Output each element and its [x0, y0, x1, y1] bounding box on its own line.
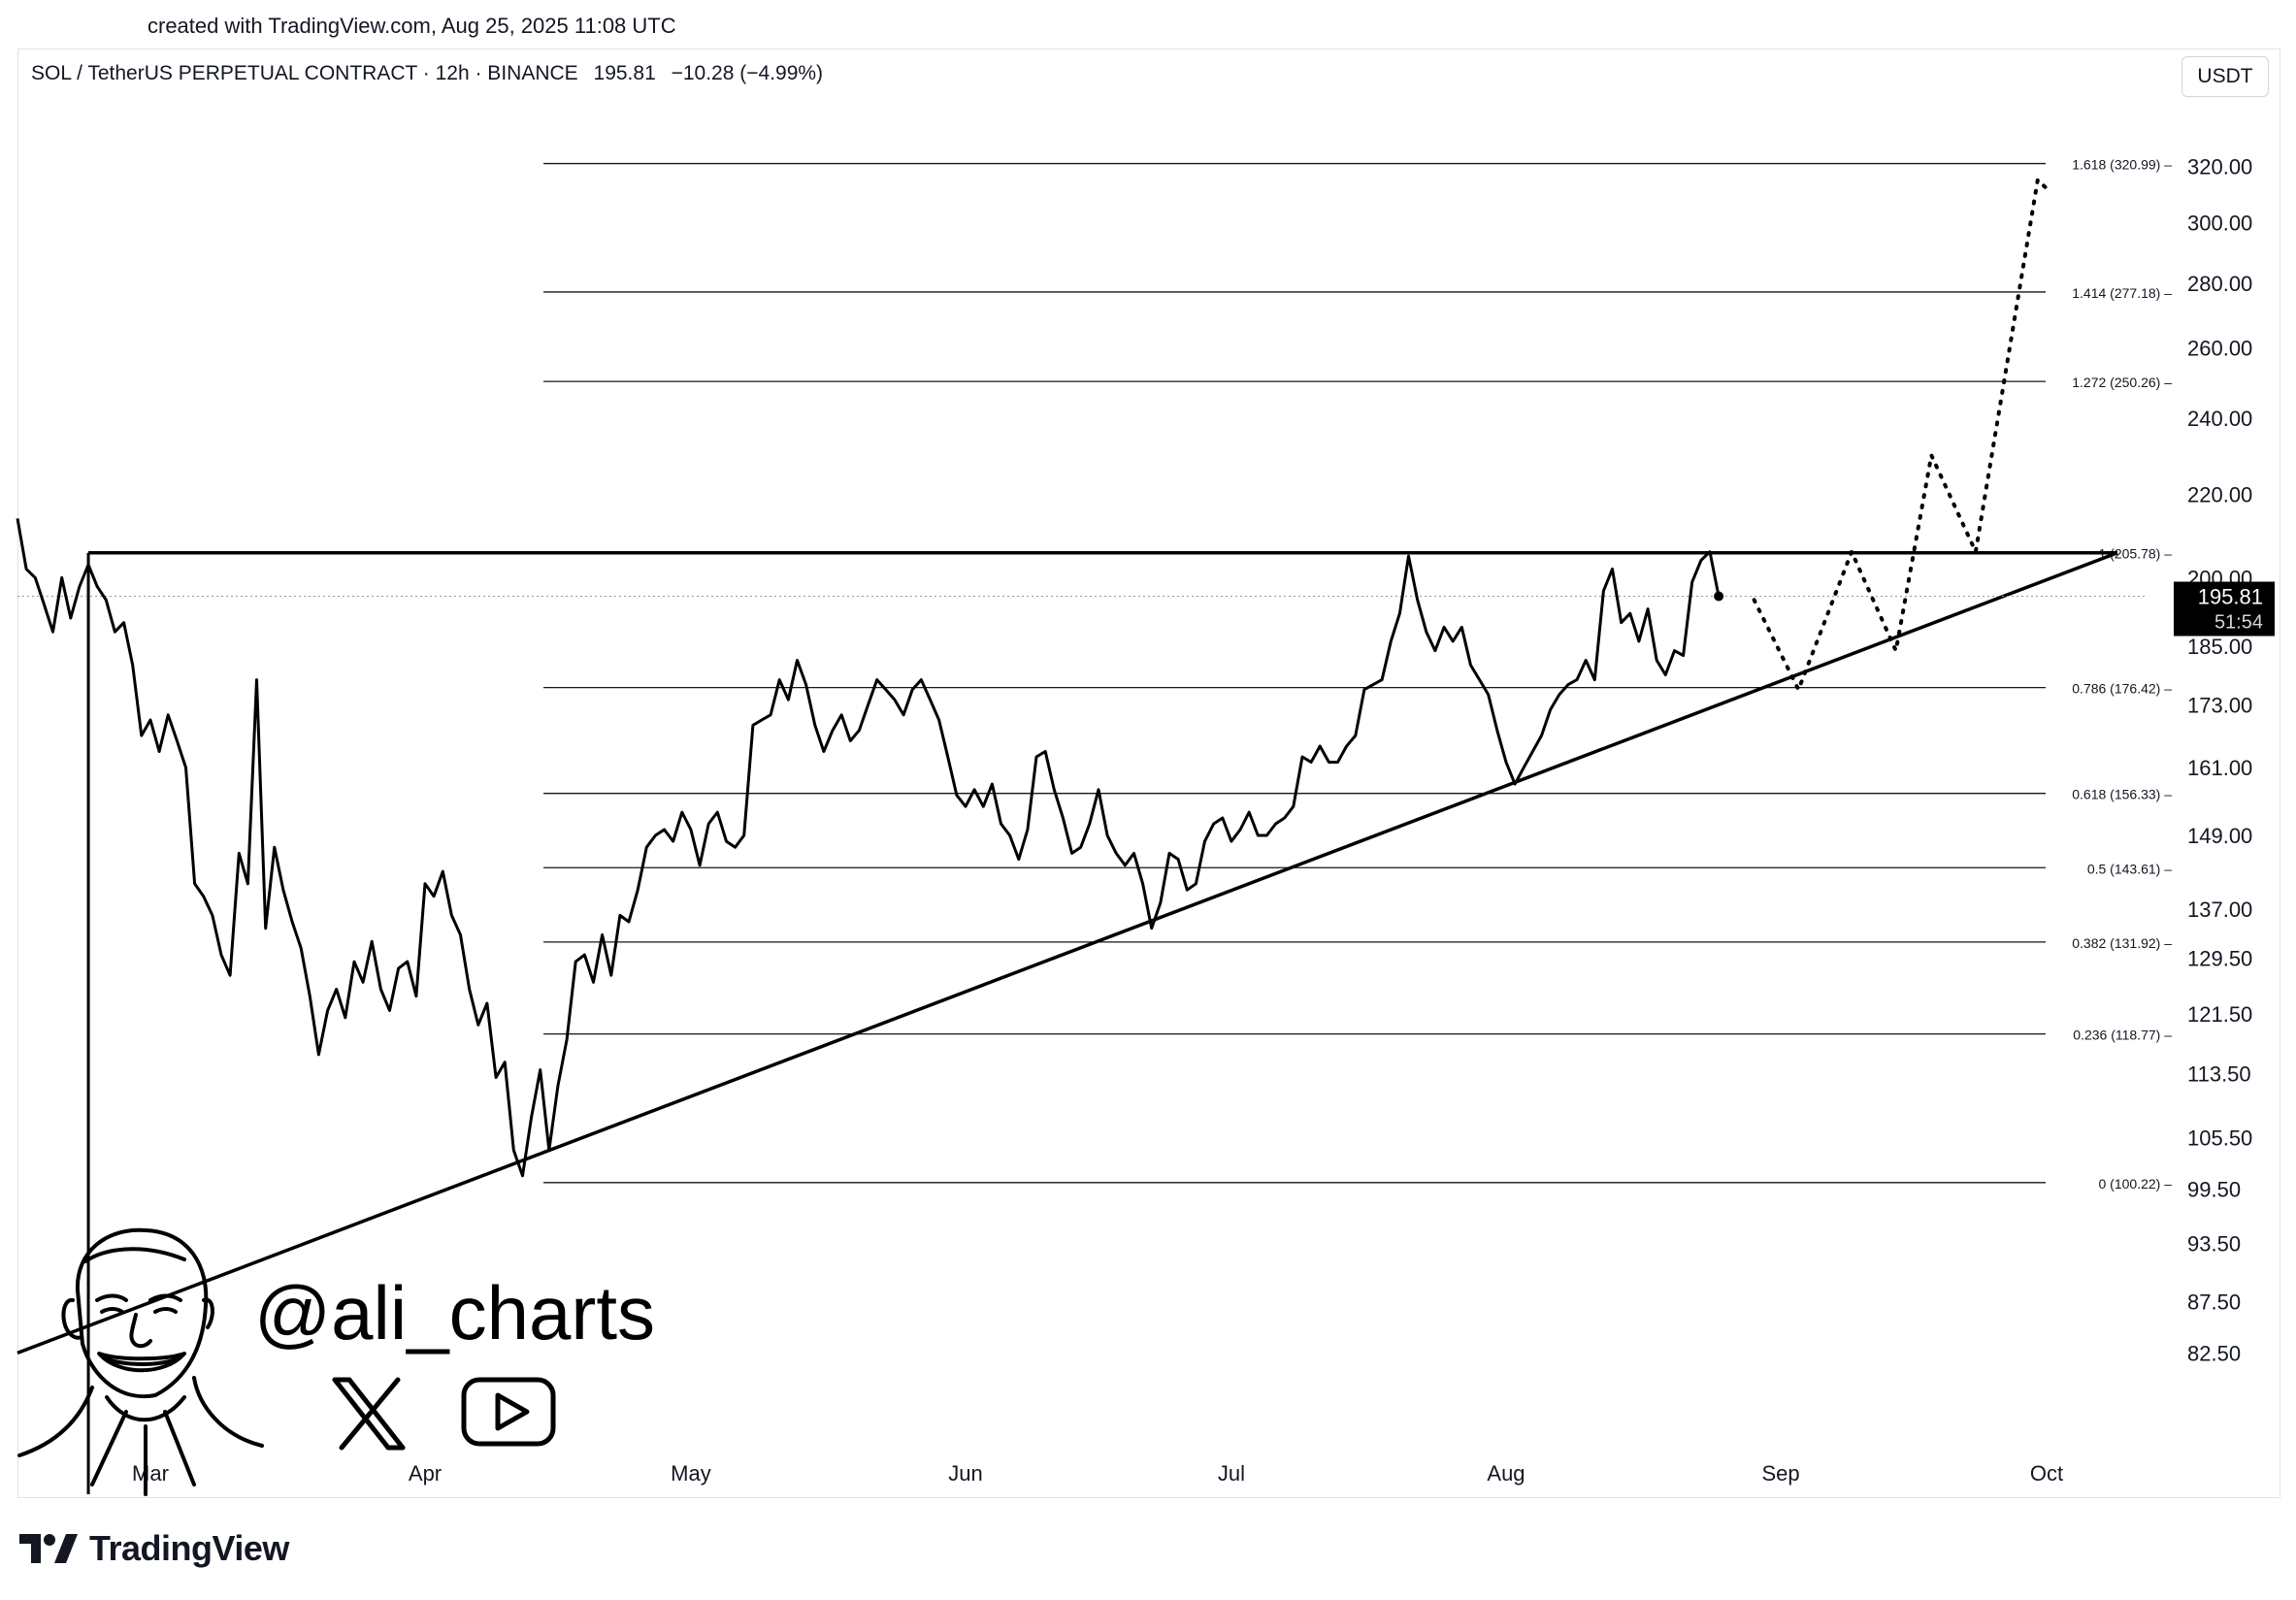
price-axis[interactable]: 320.00300.00280.00260.00240.00220.00200.…	[2187, 154, 2252, 1365]
price-tick-label: 129.50	[2187, 947, 2252, 971]
price-line	[16, 518, 1721, 1178]
last-price-dot	[1714, 591, 1724, 602]
fib-level-label: 0 (100.22) –	[2099, 1176, 2173, 1192]
time-tick-label: Mar	[132, 1461, 169, 1486]
price-tick-label: 161.00	[2187, 756, 2252, 780]
time-axis[interactable]: Mar Apr May Jun Jul Aug Sep Oct	[132, 1461, 2063, 1486]
price-tick-label: 105.50	[2187, 1127, 2252, 1151]
fib-level-label: 0.382 (131.92) –	[2072, 935, 2172, 951]
price-tick-label: 240.00	[2187, 407, 2252, 431]
current-price-badge: 195.81 51:54	[2174, 581, 2275, 637]
price-tick-label: 149.00	[2187, 824, 2252, 848]
price-tick-label: 280.00	[2187, 272, 2252, 296]
time-tick-label: Sep	[1761, 1461, 1799, 1486]
drawings	[16, 550, 2147, 1494]
projection-path	[1752, 176, 2049, 695]
created-with-note: created with TradingView.com, Aug 25, 20…	[148, 14, 676, 38]
time-tick-label: May	[671, 1461, 711, 1486]
price-series	[16, 176, 2049, 1178]
price-tick-label: 260.00	[2187, 337, 2252, 361]
tradingview-logo-icon	[19, 1534, 78, 1563]
fib-level-label: 0.5 (143.61) –	[2087, 861, 2172, 876]
fib-level-label: 1 (205.78) –	[2099, 546, 2173, 562]
author-handle: @ali_charts	[254, 1270, 656, 1355]
price-badge-bg	[2174, 581, 2275, 637]
price-tick-label: 93.50	[2187, 1231, 2241, 1256]
tradingview-brand: TradingView	[89, 1528, 289, 1568]
symbol-title: SOL / TetherUS PERPETUAL CONTRACT · 12h …	[31, 62, 578, 84]
price-badge-value: 195.81	[2198, 585, 2263, 609]
last-price: 195.81	[593, 62, 656, 84]
youtube-play-icon	[461, 1377, 556, 1447]
price-tick-label: 185.00	[2187, 635, 2252, 659]
fibonacci-levels: 1.618 (320.99) – 1.414 (277.18) – 1.272 (2…	[543, 157, 2172, 1192]
time-tick-label: Aug	[1487, 1461, 1525, 1486]
time-tick-label: Oct	[2030, 1461, 2063, 1486]
fib-level-label: 1.414 (277.18) –	[2072, 285, 2172, 301]
price-badge-countdown: 51:54	[2214, 612, 2263, 634]
price-tick-label: 300.00	[2187, 212, 2252, 236]
time-tick-label: Apr	[409, 1461, 442, 1486]
chart-frame	[17, 49, 2280, 1498]
ascending-trendline	[16, 551, 2118, 1355]
x-logo-icon	[332, 1377, 406, 1451]
price-tick-label: 173.00	[2187, 693, 2252, 717]
price-tick-label: 320.00	[2187, 154, 2252, 179]
fib-level-label: 0.618 (156.33) –	[2072, 787, 2172, 802]
fib-level-label: 1.272 (250.26) –	[2072, 375, 2172, 390]
author-avatar	[17, 1227, 264, 1496]
price-tick-label: 121.50	[2187, 1002, 2252, 1027]
currency-button[interactable]: USDT	[2181, 56, 2269, 97]
fib-level-label: 0.786 (176.42) –	[2072, 681, 2172, 697]
tradingview-logo[interactable]: TradingView	[19, 1528, 289, 1569]
chart-title: SOL / TetherUS PERPETUAL CONTRACT · 12h …	[31, 62, 823, 85]
fib-level-label: 0.236 (118.77) –	[2073, 1028, 2172, 1043]
price-tick-label: 99.50	[2187, 1177, 2241, 1201]
time-tick-label: Jun	[948, 1461, 982, 1486]
time-tick-label: Jul	[1218, 1461, 1245, 1486]
fib-level-label: 1.618 (320.99) –	[2072, 157, 2172, 173]
price-tick-label: 220.00	[2187, 482, 2252, 506]
price-tick-label: 82.50	[2187, 1341, 2241, 1365]
price-change: −10.28 (−4.99%)	[671, 62, 824, 84]
price-tick-label: 87.50	[2187, 1290, 2241, 1314]
price-tick-label: 137.00	[2187, 898, 2252, 922]
price-tick-label: 113.50	[2187, 1062, 2251, 1087]
